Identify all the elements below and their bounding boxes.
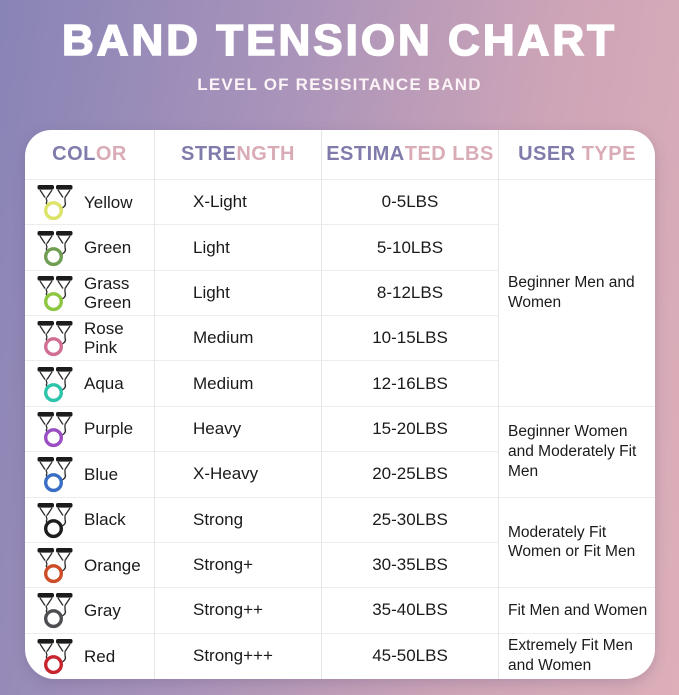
strength-cell: Light	[155, 270, 322, 317]
column-header-estimated-lbs: ESTIMA TED LBS	[322, 130, 499, 180]
strength-cell: Strong+	[155, 542, 322, 589]
resistance-band-icon	[37, 411, 73, 448]
color-name: Grass Green	[84, 273, 132, 312]
color-cell-row-10: Red	[25, 633, 155, 679]
strength-cell: Light	[155, 225, 322, 271]
resistance-band-icon	[37, 502, 73, 538]
resistance-band-icon	[37, 185, 73, 221]
estimated-lbs-cell: 12-16LBS	[322, 361, 499, 407]
column-header-color: COL OR	[25, 130, 155, 180]
resistance-band-icon	[37, 639, 73, 675]
column-header-user-type: USER TYPE	[499, 130, 655, 180]
strength-cell: Medium	[155, 316, 322, 362]
color-name: Green	[84, 238, 132, 258]
strength-cell: Strong	[155, 497, 322, 543]
color-cell-row-2: Grass Green	[25, 270, 155, 317]
user-type-cell: Beginner Men and Women	[499, 180, 655, 407]
estimated-lbs-cell: 15-20LBS	[322, 406, 499, 453]
estimated-lbs-cell: 10-15LBS	[322, 316, 499, 362]
page-title: BAND TENSION CHART	[61, 15, 618, 66]
resistance-band-icon	[37, 321, 73, 357]
resistance-band-icon	[37, 366, 73, 402]
color-name: Orange	[84, 555, 141, 575]
resistance-band-icon	[37, 548, 73, 584]
estimated-lbs-cell: 25-30LBS	[322, 497, 499, 543]
color-cell-row-3: Rose Pink	[25, 316, 155, 362]
color-name: Red	[84, 646, 116, 666]
user-type-cell: Extremely Fit Men and Women	[508, 637, 633, 675]
color-name: Purple	[84, 419, 134, 439]
page-background: { "title": "BAND TENSION CHART", "subtit…	[0, 15, 679, 695]
strength-cell: Heavy	[155, 406, 322, 453]
color-cell-row-4: Aqua	[25, 361, 155, 407]
color-cell-row-0: Yellow	[25, 180, 155, 226]
strength-cell: Medium	[155, 361, 322, 407]
color-cell-row-8: Orange	[25, 542, 155, 589]
color-cell-row-5: Purple	[25, 406, 155, 453]
estimated-lbs-cell: 20-25LBS	[322, 452, 499, 498]
strength-cell: X-Light	[155, 180, 322, 226]
resistance-band-icon	[37, 230, 73, 266]
estimated-lbs-cell: 8-12LBS	[322, 270, 499, 317]
column-header-strength: STRE NGTH	[155, 130, 322, 180]
color-name: Gray	[84, 600, 121, 620]
color-cell-row-6: Blue	[25, 452, 155, 498]
page-subtitle: LEVEL OF RESISITANCE BAND	[197, 75, 482, 94]
resistance-band-icon	[37, 457, 73, 493]
resistance-band-icon	[37, 593, 73, 629]
strength-cell: Strong+++	[155, 633, 322, 679]
color-cell-row-1: Green	[25, 225, 155, 271]
estimated-lbs-cell: 5-10LBS	[322, 225, 499, 271]
user-type-cell: Fit Men and Women	[499, 588, 655, 634]
resistance-band-icon	[37, 275, 73, 311]
color-name: Blue	[84, 464, 119, 484]
strength-cell: Strong++	[155, 588, 322, 634]
user-type-cell: Moderately Fit Women or Fit Men	[499, 498, 655, 589]
color-cell-row-7: Black	[25, 497, 155, 543]
tension-chart-card: COL OR STRE NGTH ESTIMA TED LBS USER TYPE Yello…	[25, 130, 655, 679]
tension-table: COL OR STRE NGTH ESTIMA TED LBS USER TYPE Yello…	[25, 130, 655, 679]
user-type-cell: Beginner Women and Moderately Fit Men	[499, 407, 655, 498]
estimated-lbs-cell: 45-50LBS	[322, 633, 499, 679]
color-name: Yellow	[84, 192, 133, 212]
strength-cell: X-Heavy	[155, 452, 322, 498]
color-name: Black	[84, 510, 126, 530]
estimated-lbs-cell: 0-5LBS	[322, 180, 499, 226]
color-cell-row-9: Gray	[25, 588, 155, 634]
color-name: Rose Pink	[84, 319, 124, 358]
estimated-lbs-cell: 35-40LBS	[322, 588, 499, 634]
color-name: Aqua	[84, 374, 124, 394]
estimated-lbs-cell: 30-35LBS	[322, 542, 499, 589]
